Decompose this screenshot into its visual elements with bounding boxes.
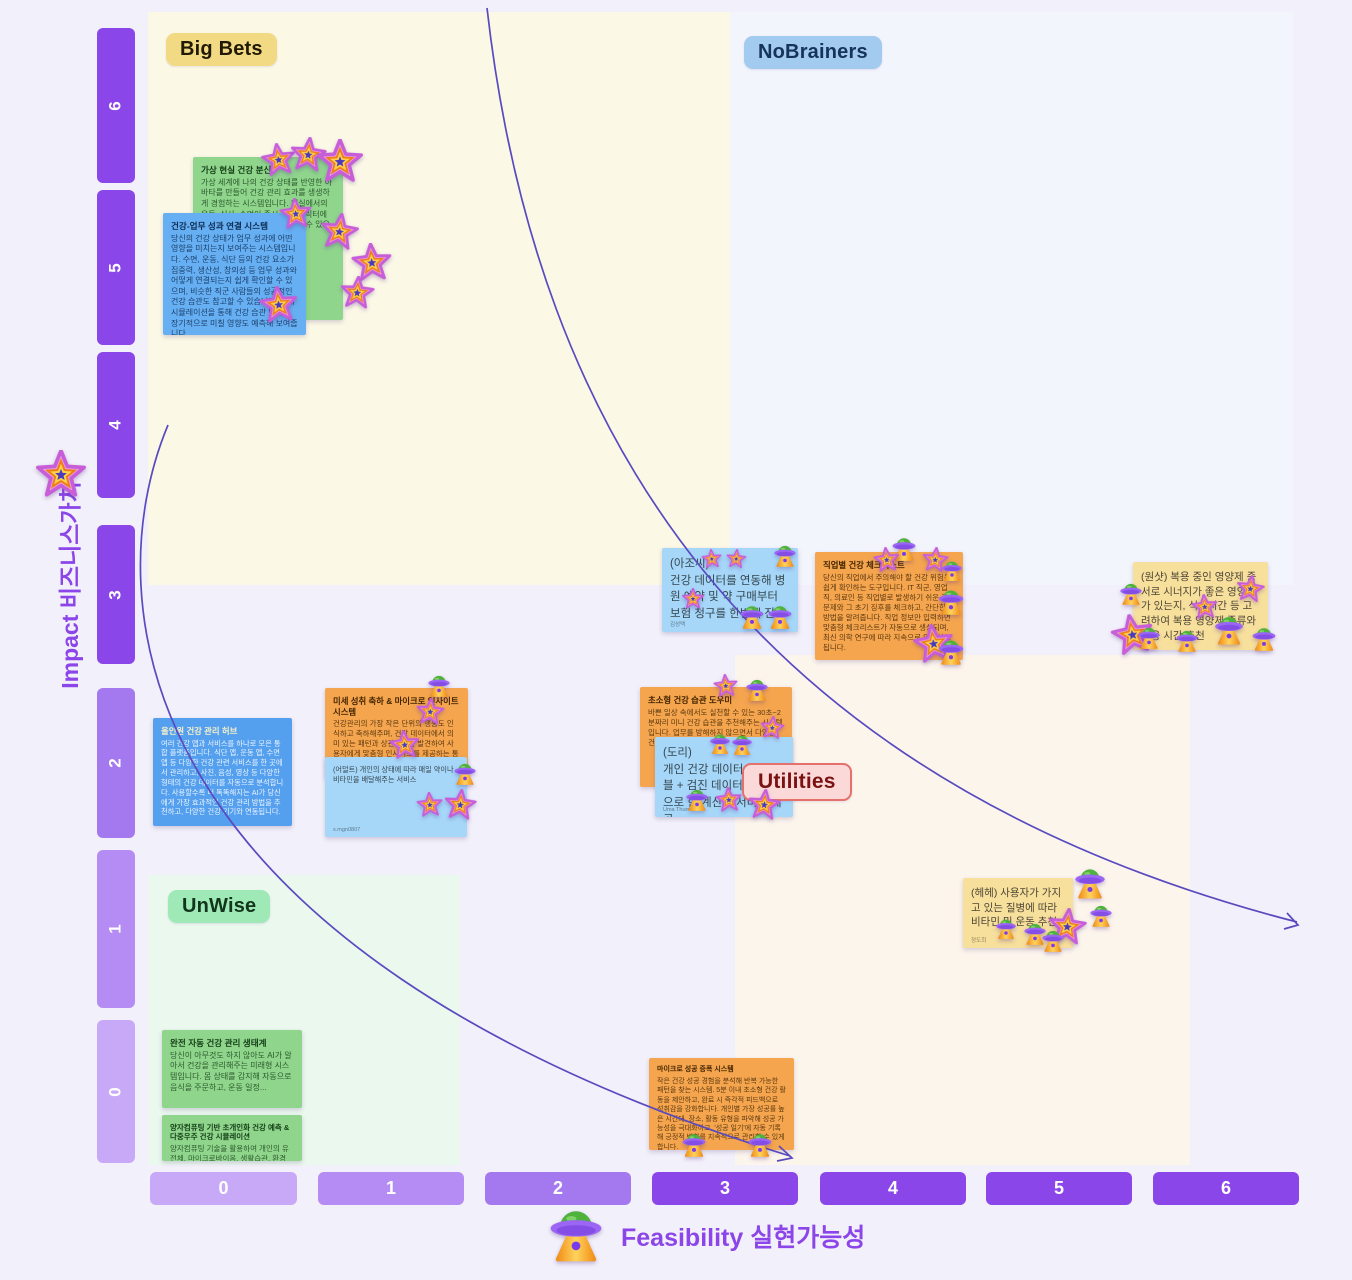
star-sticker[interactable]	[317, 139, 363, 190]
ufo-sticker[interactable]	[1136, 624, 1162, 655]
ufo-sticker[interactable]	[940, 558, 964, 587]
ufo-sticker[interactable]	[738, 602, 766, 635]
sticky-note-body: (어덜트) 개인의 상태에 따라 매일 약이나 비타민을 배달해주는 서비스	[333, 765, 454, 785]
quadrant-label-big-bets[interactable]: Big Bets	[166, 33, 277, 66]
y-axis-tick-2[interactable]: 2	[97, 688, 135, 838]
ufo-sticker[interactable]	[746, 1130, 774, 1163]
sticky-note-author: 김성택	[670, 622, 686, 628]
sticky-note-title: 올인원 건강 관리 허브	[161, 726, 238, 736]
star-sticker[interactable]	[36, 450, 86, 505]
star-sticker[interactable]	[682, 588, 704, 615]
ufo-sticker[interactable]	[1040, 927, 1066, 958]
x-axis-tick-5[interactable]: 5	[986, 1172, 1132, 1205]
ufo-sticker[interactable]	[1250, 624, 1278, 657]
sticky-note-author: 정도희	[971, 938, 987, 944]
y-axis-tick-3[interactable]: 3	[97, 525, 135, 664]
quadrant-label-nobrainers[interactable]: NoBrainers	[744, 36, 882, 69]
x-axis-tick-4[interactable]: 4	[820, 1172, 966, 1205]
x-axis-tick-6[interactable]: 6	[1153, 1172, 1299, 1205]
ufo-sticker[interactable]	[744, 676, 770, 707]
ufo-sticker[interactable]	[1088, 902, 1114, 933]
star-sticker[interactable]	[416, 791, 444, 824]
sticky-note-title: 완전 자동 건강 관리 생태계	[170, 1038, 267, 1048]
x-axis-label: Feasibility 실현가능성	[621, 1223, 866, 1252]
star-sticker[interactable]	[725, 548, 747, 575]
quadrant-bg-nobrainers	[730, 12, 1293, 585]
ufo-sticker[interactable]	[452, 760, 478, 791]
ufo-sticker[interactable]	[1212, 612, 1246, 651]
star-sticker[interactable]	[415, 696, 446, 732]
ufo-sticker[interactable]	[994, 916, 1018, 945]
y-axis-tick-6[interactable]: 6	[97, 28, 135, 183]
y-axis-tick-4[interactable]: 4	[97, 352, 135, 498]
ufo-sticker[interactable]	[680, 1130, 708, 1163]
ufo-sticker[interactable]	[766, 602, 794, 635]
ufo-sticker[interactable]	[936, 636, 966, 671]
sticky-note-body: 여러 건강 앱과 서비스를 하나로 모은 통합 플랫폼입니다. 식단 앱, 운동…	[161, 738, 284, 817]
star-sticker[interactable]	[258, 284, 300, 331]
sticky-note-author: s.mgn0807	[333, 827, 361, 833]
x-axis-tick-3[interactable]: 3	[652, 1172, 798, 1205]
sticky-note-title: 가상 현실 건강 분신	[201, 165, 272, 175]
star-sticker[interactable]	[712, 673, 739, 704]
ufo-sticker[interactable]	[1118, 580, 1144, 611]
star-sticker[interactable]	[746, 787, 782, 827]
star-sticker[interactable]	[442, 787, 478, 827]
sticky-note-body: 당신이 아무것도 하지 않아도 AI가 알아서 건강을 관리해주는 미래형 시스…	[170, 1050, 292, 1092]
star-sticker[interactable]	[1234, 573, 1267, 610]
ufo-sticker[interactable]	[936, 586, 966, 621]
y-axis-tick-5[interactable]: 5	[97, 190, 135, 345]
quadrant-label-unwise[interactable]: UnWise	[168, 890, 271, 923]
star-sticker[interactable]	[715, 786, 743, 819]
ufo-sticker[interactable]	[684, 786, 710, 817]
star-sticker[interactable]	[388, 728, 421, 767]
ufo-sticker[interactable]	[1174, 627, 1200, 658]
sticky-note-title: 양자컴퓨팅 기반 초개인화 건강 예측 & 다중우주 건강 시뮬레이션	[170, 1123, 290, 1142]
sticky-note-body: 양자컴퓨팅 기술을 활용하여 개인의 유전체, 마이크로바이옴, 생활습관, 환…	[170, 1143, 289, 1161]
ufo-sticker[interactable]	[730, 732, 754, 761]
x-axis-tick-1[interactable]: 1	[318, 1172, 464, 1205]
ufo-sticker[interactable]	[772, 542, 798, 573]
x-axis-tick-0[interactable]: 0	[150, 1172, 297, 1205]
sticky-note[interactable]: 양자컴퓨팅 기반 초개인화 건강 예측 & 다중우주 건강 시뮬레이션 양자컴퓨팅…	[162, 1115, 302, 1161]
sticky-note-title: 마이크로 성공 증폭 시스템	[657, 1066, 734, 1073]
ufo-sticker[interactable]	[708, 731, 732, 760]
y-axis-tick-1[interactable]: 1	[97, 850, 135, 1008]
y-axis-label: Impact 비즈니스가치	[57, 481, 83, 689]
star-sticker[interactable]	[759, 714, 786, 746]
x-axis-tick-2[interactable]: 2	[485, 1172, 631, 1205]
ufo-sticker[interactable]	[1072, 864, 1108, 905]
sticky-note-title: 건강-업무 성과 연결 시스템	[171, 221, 268, 231]
star-sticker[interactable]	[338, 274, 376, 317]
star-sticker[interactable]	[701, 548, 723, 575]
star-sticker[interactable]	[872, 545, 901, 580]
y-axis-tick-0[interactable]: 0	[97, 1020, 135, 1163]
ufo-sticker[interactable]	[545, 1202, 607, 1269]
star-sticker[interactable]	[278, 196, 313, 237]
